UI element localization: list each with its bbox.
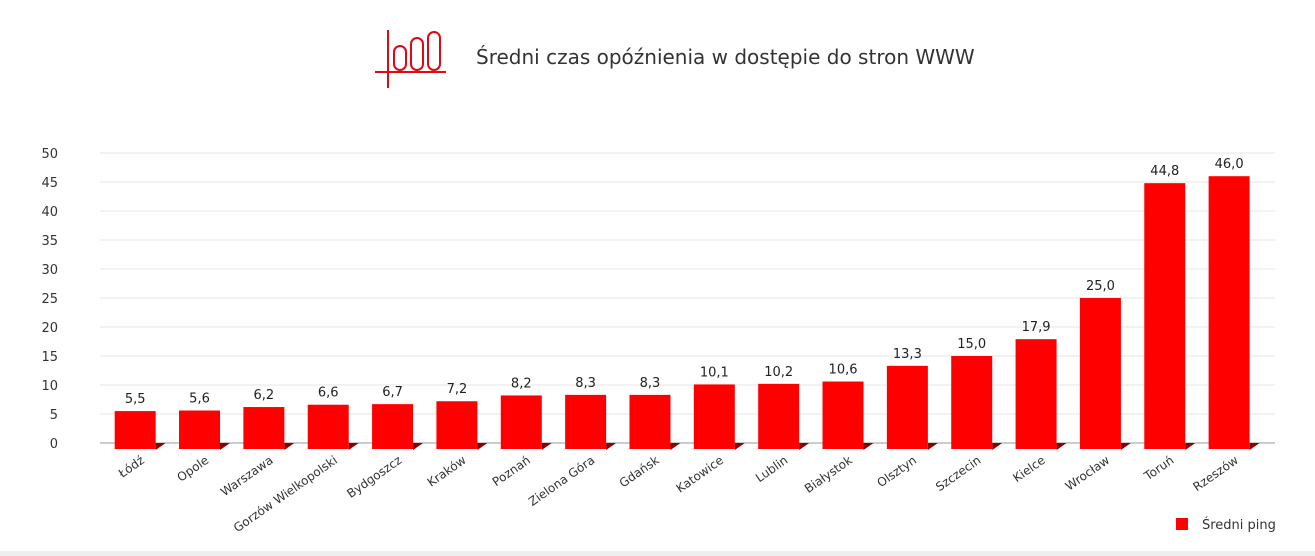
bar[interactable] bbox=[951, 356, 993, 449]
x-tick-label: Gdańsk bbox=[617, 453, 662, 490]
bar-shadow bbox=[541, 443, 552, 450]
x-tick-label: Szczecin bbox=[933, 453, 983, 494]
x-tick-label: Opole bbox=[174, 453, 211, 485]
x-tick-label: Wrocław bbox=[1063, 453, 1113, 494]
bar-shadow bbox=[863, 443, 874, 450]
y-tick-label: 45 bbox=[41, 176, 58, 191]
bar-shadow bbox=[1056, 443, 1067, 450]
bar-shadow bbox=[220, 443, 231, 450]
y-tick-label: 25 bbox=[41, 292, 58, 307]
y-tick-label: 15 bbox=[41, 350, 58, 365]
chart-logo-icon bbox=[375, 30, 446, 88]
bar[interactable] bbox=[436, 401, 478, 449]
bar[interactable] bbox=[1144, 183, 1186, 449]
bar-shadow bbox=[155, 443, 166, 450]
bar-shadow bbox=[606, 443, 617, 450]
x-tick-label: Łódź bbox=[115, 453, 147, 481]
y-tick-label: 50 bbox=[41, 147, 58, 162]
x-tick-label: Toruń bbox=[1141, 453, 1177, 484]
bar[interactable] bbox=[886, 365, 928, 449]
data-label: 8,2 bbox=[511, 376, 532, 391]
y-tick-label: 40 bbox=[41, 205, 58, 220]
bar[interactable] bbox=[307, 404, 349, 449]
y-tick-label: 30 bbox=[41, 263, 58, 278]
data-label: 5,6 bbox=[189, 392, 210, 407]
x-tick-label: Olsztyn bbox=[874, 453, 919, 490]
bar-shadow bbox=[477, 443, 488, 450]
x-tick-label: Białystok bbox=[802, 453, 855, 496]
y-tick-label: 5 bbox=[50, 408, 58, 423]
bar-shadow bbox=[799, 443, 810, 450]
bar-shadow bbox=[734, 443, 745, 450]
bar-shadow bbox=[413, 443, 424, 450]
bar[interactable] bbox=[565, 394, 607, 449]
data-label: 10,1 bbox=[700, 365, 729, 380]
data-label: 44,8 bbox=[1150, 164, 1179, 179]
data-label: 8,3 bbox=[640, 376, 661, 391]
data-label: 15,0 bbox=[957, 337, 986, 352]
bottom-divider bbox=[0, 551, 1315, 556]
bar-shadow bbox=[348, 443, 359, 450]
bar[interactable] bbox=[114, 411, 156, 449]
x-tick-label: Gorzów Wielkopolski bbox=[231, 453, 340, 535]
bar-shadow bbox=[284, 443, 295, 450]
x-tick-label: Lublin bbox=[753, 453, 791, 485]
x-tick-label: Rzeszów bbox=[1190, 453, 1241, 494]
data-label: 17,9 bbox=[1022, 320, 1051, 335]
x-tick-label: Warszawa bbox=[218, 453, 276, 499]
bar-shadow bbox=[927, 443, 938, 450]
y-tick-label: 35 bbox=[41, 234, 58, 249]
bar[interactable] bbox=[758, 383, 800, 449]
bar[interactable] bbox=[243, 407, 285, 449]
bar[interactable] bbox=[179, 410, 221, 449]
x-tick-label: Kraków bbox=[425, 453, 469, 490]
bar[interactable] bbox=[822, 381, 864, 449]
data-label: 46,0 bbox=[1215, 157, 1244, 172]
x-tick-label: Poznań bbox=[490, 453, 533, 489]
data-label: 5,5 bbox=[125, 392, 146, 407]
bar-shadow bbox=[670, 443, 681, 450]
bar[interactable] bbox=[1015, 339, 1057, 449]
bar[interactable] bbox=[1208, 176, 1250, 449]
bar-shadow bbox=[1185, 443, 1196, 450]
x-tick-label: Kielce bbox=[1010, 453, 1047, 485]
y-tick-label: 10 bbox=[41, 379, 58, 394]
bar[interactable] bbox=[693, 384, 735, 449]
y-tick-label: 20 bbox=[41, 321, 58, 336]
bar-shadow bbox=[992, 443, 1003, 450]
bar[interactable] bbox=[1079, 298, 1121, 449]
legend: Średni ping bbox=[1176, 517, 1276, 533]
data-label: 6,7 bbox=[382, 385, 403, 400]
legend-swatch bbox=[1176, 518, 1188, 530]
bar-shadow bbox=[1120, 443, 1131, 450]
data-label: 8,3 bbox=[575, 376, 596, 391]
legend-label: Średni ping bbox=[1202, 517, 1276, 533]
data-label: 25,0 bbox=[1086, 279, 1115, 294]
data-label: 7,2 bbox=[447, 382, 468, 397]
data-label: 6,2 bbox=[254, 388, 275, 403]
y-tick-label: 0 bbox=[50, 437, 58, 452]
bar[interactable] bbox=[629, 394, 671, 449]
bar[interactable] bbox=[500, 395, 542, 449]
bar-shadow bbox=[1249, 443, 1260, 450]
x-tick-label: Bydgoszcz bbox=[344, 453, 404, 501]
chart-title: Średni czas opóźnienia w dostępie do str… bbox=[476, 45, 975, 69]
data-label: 6,6 bbox=[318, 386, 339, 401]
x-tick-label: Zielona Góra bbox=[526, 453, 597, 509]
data-label: 10,2 bbox=[764, 365, 793, 380]
bar[interactable] bbox=[372, 404, 414, 449]
data-label: 10,6 bbox=[829, 363, 858, 378]
x-tick-label: Katowice bbox=[674, 453, 726, 496]
data-label: 13,3 bbox=[893, 347, 922, 362]
